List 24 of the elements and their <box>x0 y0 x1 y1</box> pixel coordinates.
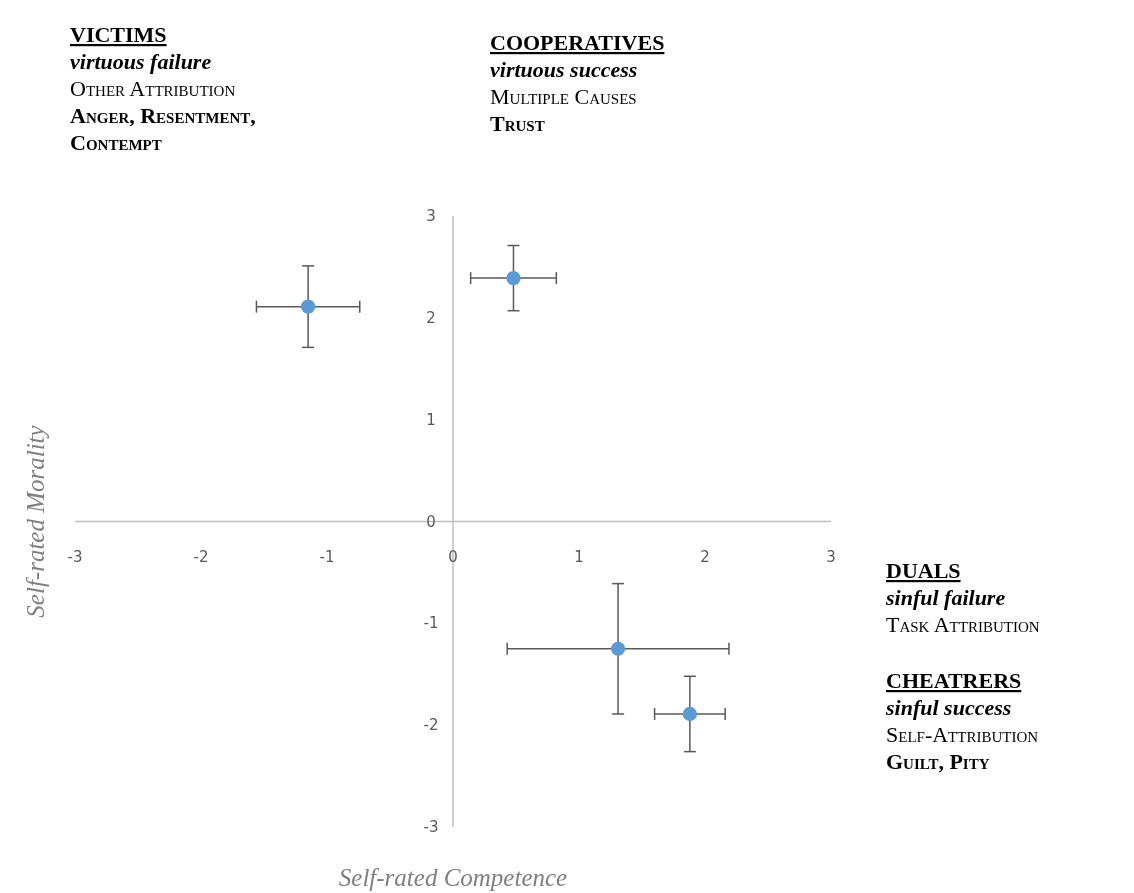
y-tick-label: -1 <box>423 614 439 633</box>
point <box>300 299 316 314</box>
y-tick-label: -3 <box>423 818 439 836</box>
x-tick-label: 1 <box>574 547 584 566</box>
text: VICTIMS virtuous failure Other Attribution Anger, Resentment, Contempt <box>70 22 256 155</box>
y-tick-label: 3 <box>426 207 436 225</box>
point <box>610 641 626 656</box>
y-tick-label: 0 <box>426 512 436 531</box>
y-tick-label: -2 <box>423 716 439 735</box>
x-tick-label: 3 <box>826 547 836 566</box>
x-tick-label: -1 <box>319 547 335 566</box>
text: DUALS sinful failure Task Attribution <box>885 558 1040 637</box>
y-tick-label: 2 <box>426 308 436 327</box>
x-tick-label: 0 <box>448 547 458 566</box>
x-tick-label: -2 <box>193 547 209 566</box>
x-tick-label: -3 <box>67 547 83 566</box>
text: COOPERATIVES virtuous success Multiple Causes Trust <box>490 30 665 136</box>
text: CHEATRERS sinful success Self-Attribution Guilt, Pity <box>885 668 1039 774</box>
point <box>506 271 521 286</box>
x-tick-label: 2 <box>700 547 710 566</box>
y-axis-title: Self-rated Morality <box>22 424 49 618</box>
x-axis-title: Self-rated Competence <box>338 864 568 891</box>
y-tick-label: 1 <box>426 410 436 429</box>
point <box>682 706 698 722</box>
